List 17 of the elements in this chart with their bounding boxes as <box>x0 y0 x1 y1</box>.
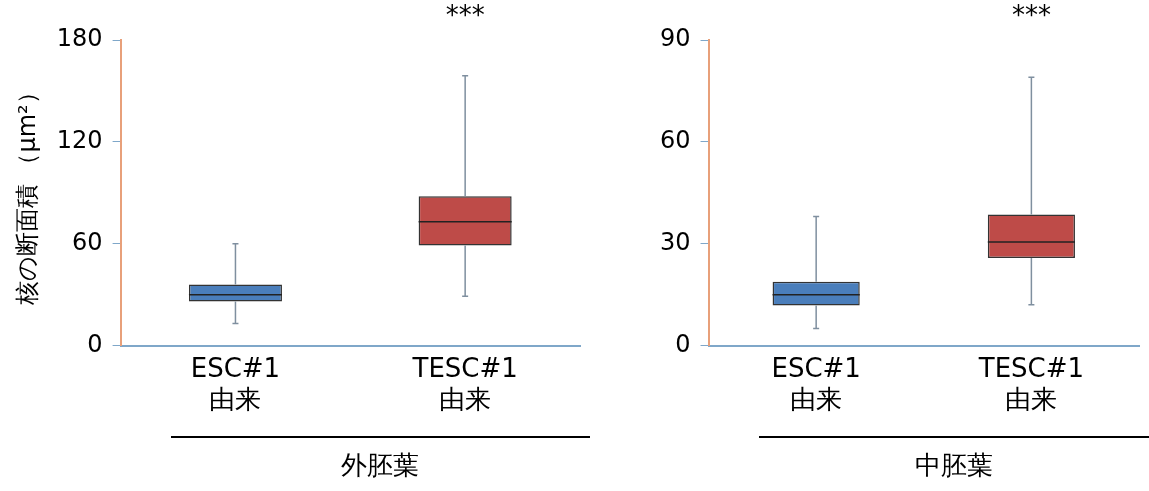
x-tick-label: ESC#1 由来 <box>190 352 281 415</box>
text: *** <box>445 0 485 30</box>
y-tick-label: 60 <box>72 227 103 256</box>
x-axis-title: 中胚葉 <box>913 449 994 482</box>
y-tick-label: 90 <box>659 24 691 53</box>
y-tick-label: 0 <box>675 329 691 358</box>
x-tick-label: TESC#1 由来 <box>977 352 1085 415</box>
text: *** <box>1011 0 1051 30</box>
y-tick-label: 30 <box>659 227 691 256</box>
y-tick-label: 180 <box>56 24 103 53</box>
x-tick-label: TESC#1 由来 <box>411 352 518 415</box>
y-tick-label: 120 <box>56 126 103 155</box>
x-tick-label: ESC#1 由来 <box>771 352 861 415</box>
y-tick-label: 60 <box>659 126 691 155</box>
y-tick-label: 0 <box>87 329 103 358</box>
y-axis-title: 核の断面積 （μm²） <box>12 80 41 307</box>
x-axis-title: 外胚葉 <box>340 449 421 482</box>
